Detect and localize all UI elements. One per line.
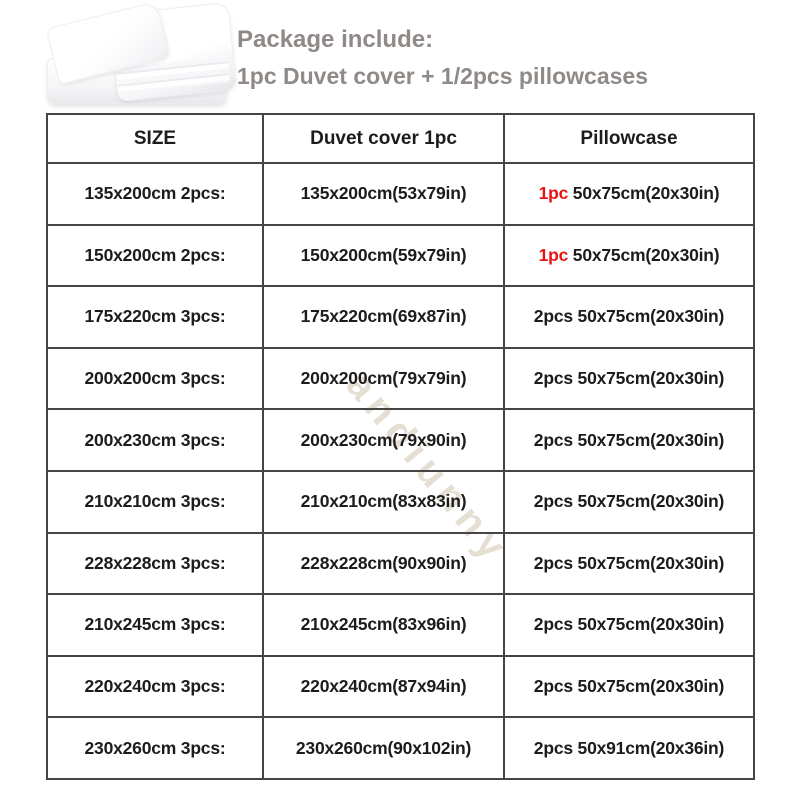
- cell-duvet: 135x200cm(53x79in): [262, 162, 505, 226]
- size-chart-table: SIZE Duvet cover 1pc Pillowcase 135x200c…: [46, 113, 755, 780]
- pillowcase-dimensions: 50x75cm(20x30in): [572, 614, 725, 635]
- pillowcase-dimensions: 50x75cm(20x30in): [572, 552, 725, 573]
- cell-pillowcase: 2pcs 50x91cm(20x36in): [503, 716, 755, 780]
- cell-size: 135x200cm 2pcs:: [46, 162, 264, 226]
- pillowcase-dimensions: 50x75cm(20x30in): [568, 244, 720, 265]
- table-row: 220x240cm 3pcs: 220x240cm(87x94in) 2pcs 50…: [46, 654, 755, 719]
- pillowcase-quantity: 1pc: [538, 244, 569, 265]
- cell-size: 230x260cm 3pcs:: [46, 716, 264, 780]
- cell-pillowcase: 2pcs 50x75cm(20x30in): [503, 593, 755, 657]
- cell-duvet: 230x260cm(90x102in): [262, 716, 505, 780]
- pillowcase-quantity: 2pcs: [533, 429, 573, 450]
- cell-duvet: 220x240cm(87x94in): [262, 654, 505, 719]
- pillowcase-quantity: 2pcs: [533, 306, 573, 327]
- cell-size: 228x228cm 3pcs:: [46, 531, 264, 596]
- bedding-product-image: [35, 0, 238, 110]
- pillowcase-quantity: 2pcs: [533, 614, 573, 635]
- cell-duvet: 228x228cm(90x90in): [262, 531, 505, 596]
- table-row: 200x230cm 3pcs: 200x230cm(79x90in) 2pcs 50…: [46, 408, 755, 472]
- cell-duvet: 175x220cm(69x87in): [262, 285, 505, 349]
- cell-pillowcase: 2pcs 50x75cm(20x30in): [503, 469, 755, 534]
- cell-pillowcase: 2pcs 50x75cm(20x30in): [503, 285, 755, 349]
- package-header: Package include: 1pc Duvet cover + 1/2pc…: [0, 0, 800, 113]
- pillowcase-quantity: 2pcs: [533, 737, 573, 758]
- cell-pillowcase: 2pcs 50x75cm(20x30in): [503, 346, 755, 411]
- cell-size: 150x200cm 2pcs:: [46, 223, 264, 288]
- pillowcase-quantity: 2pcs: [533, 552, 573, 573]
- cell-duvet: 210x245cm(83x96in): [262, 593, 505, 657]
- pillowcase-dimensions: 50x75cm(20x30in): [572, 676, 725, 697]
- cell-size: 175x220cm 3pcs:: [46, 285, 264, 349]
- column-header-duvet: Duvet cover 1pc: [262, 113, 505, 164]
- table-row: 210x245cm 3pcs: 210x245cm(83x96in) 2pcs 50…: [46, 593, 755, 657]
- pillowcase-quantity: 1pc: [538, 183, 569, 204]
- table-row: 150x200cm 2pcs: 150x200cm(59x79in) 1pc 50x…: [46, 223, 755, 288]
- cell-size: 210x210cm 3pcs:: [46, 469, 264, 534]
- pillowcase-dimensions: 50x75cm(20x30in): [572, 429, 725, 450]
- table-row: 210x210cm 3pcs: 210x210cm(83x83in) 2pcs 50…: [46, 469, 755, 534]
- table-header-row: SIZE Duvet cover 1pc Pillowcase: [46, 113, 755, 164]
- cell-size: 210x245cm 3pcs:: [46, 593, 264, 657]
- table-row: 175x220cm 3pcs: 175x220cm(69x87in) 2pcs 50…: [46, 285, 755, 349]
- cell-duvet: 150x200cm(59x79in): [262, 223, 505, 288]
- pillowcase-dimensions: 50x75cm(20x30in): [572, 306, 725, 327]
- cell-pillowcase: 2pcs 50x75cm(20x30in): [503, 531, 755, 596]
- column-header-size: SIZE: [46, 113, 264, 164]
- table-row: 135x200cm 2pcs: 135x200cm(53x79in) 1pc 50x…: [46, 162, 755, 226]
- cell-size: 200x200cm 3pcs:: [46, 346, 264, 411]
- pillowcase-quantity: 2pcs: [533, 368, 573, 389]
- cell-pillowcase: 2pcs 50x75cm(20x30in): [503, 408, 755, 472]
- pillowcase-dimensions: 50x91cm(20x36in): [572, 737, 725, 758]
- package-title: Package include:: [237, 26, 434, 53]
- cell-pillowcase: 2pcs 50x75cm(20x30in): [503, 654, 755, 719]
- cell-pillowcase: 1pc 50x75cm(20x30in): [503, 223, 755, 288]
- cell-size: 220x240cm 3pcs:: [46, 654, 264, 719]
- pillowcase-dimensions: 50x75cm(20x30in): [568, 183, 720, 204]
- pillowcase-quantity: 2pcs: [533, 491, 573, 512]
- cell-duvet: 200x230cm(79x90in): [262, 408, 505, 472]
- table-row: 228x228cm 3pcs: 228x228cm(90x90in) 2pcs 50…: [46, 531, 755, 596]
- cell-size: 200x230cm 3pcs:: [46, 408, 264, 472]
- cell-pillowcase: 1pc 50x75cm(20x30in): [503, 162, 755, 226]
- pillowcase-quantity: 2pcs: [533, 676, 573, 697]
- package-contents: 1pc Duvet cover + 1/2pcs pillowcases: [237, 63, 649, 89]
- cell-duvet: 200x200cm(79x79in): [262, 346, 505, 411]
- package-include-text: Package include: 1pc Duvet cover + 1/2pc…: [237, 28, 648, 90]
- column-header-pillow: Pillowcase: [503, 113, 755, 164]
- table-row: 230x260cm 3pcs: 230x260cm(90x102in) 2pcs 5…: [46, 716, 755, 780]
- table-row: 200x200cm 3pcs: 200x200cm(79x79in) 2pcs 50…: [46, 346, 755, 411]
- cell-duvet: 210x210cm(83x83in): [262, 469, 505, 534]
- pillowcase-dimensions: 50x75cm(20x30in): [572, 491, 725, 512]
- pillowcase-dimensions: 50x75cm(20x30in): [572, 368, 725, 389]
